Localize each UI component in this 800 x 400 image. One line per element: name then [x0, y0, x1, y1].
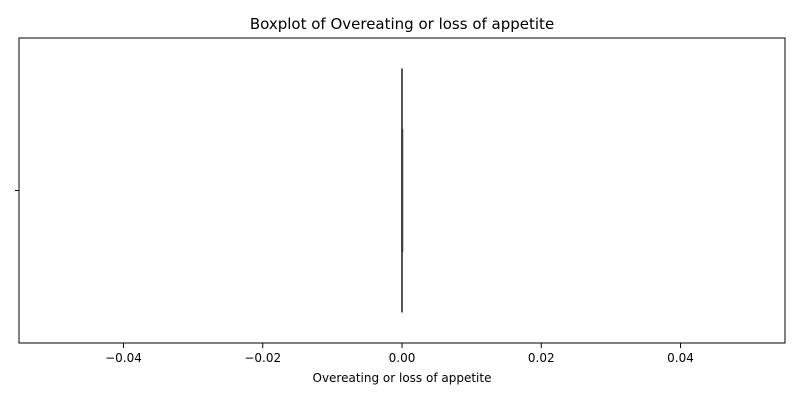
chart-title: Boxplot of Overeating or loss of appetit…: [250, 15, 554, 33]
x-tick-label: −0.04: [105, 351, 142, 365]
x-tick-label: 0.02: [528, 351, 555, 365]
x-axis-label: Overeating or loss of appetite: [313, 371, 492, 385]
x-tick-label: 0.00: [389, 351, 416, 365]
x-axis-ticks: −0.04 −0.02 0.00 0.02 0.04: [105, 343, 694, 365]
x-tick-label: 0.04: [667, 351, 694, 365]
box-series: [401, 68, 404, 313]
x-tick-label: −0.02: [244, 351, 281, 365]
